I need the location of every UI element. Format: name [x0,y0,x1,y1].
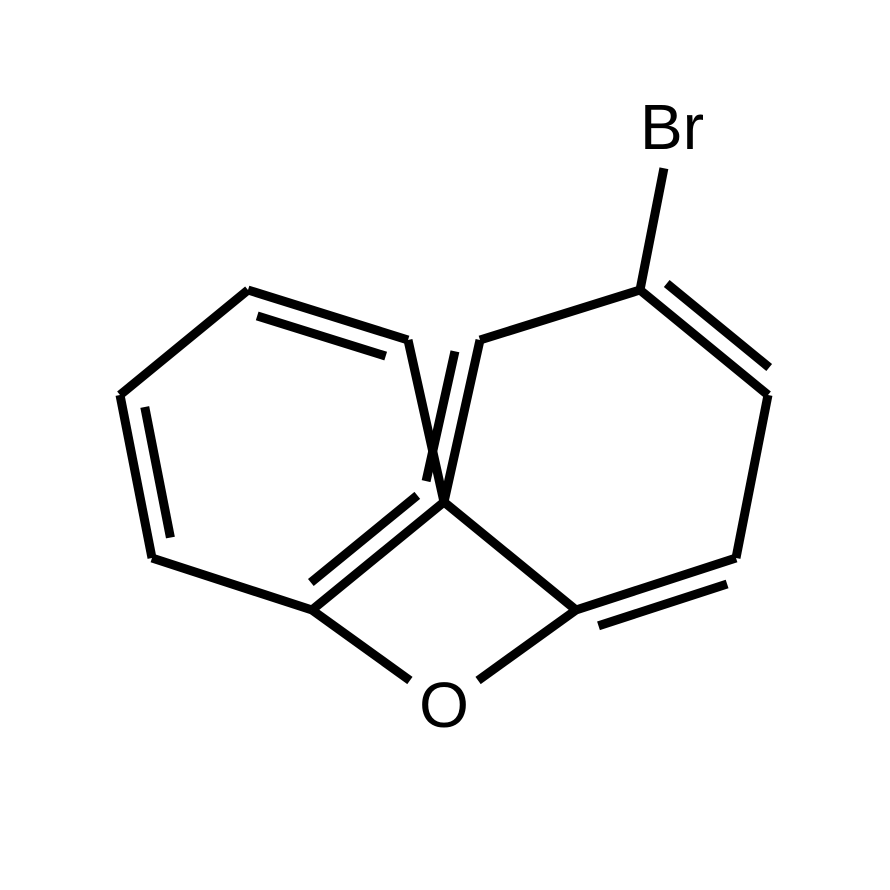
atom-label-br: Br [640,91,704,163]
bond-line [444,502,576,610]
bond-line [640,168,664,290]
bond-line [640,290,768,395]
bond-line [248,290,408,340]
atom-label-o: O [419,669,469,741]
bond-line [312,610,410,680]
bond-line [257,316,386,356]
molecule-canvas: O Br [0,0,890,890]
bond-line [312,502,444,610]
bond-line [480,290,640,340]
bond-line [478,610,576,680]
bond-line [120,290,248,395]
bond-line [598,584,727,626]
bond-line [152,558,312,610]
bond-line [736,395,768,558]
bond-line [576,558,736,610]
